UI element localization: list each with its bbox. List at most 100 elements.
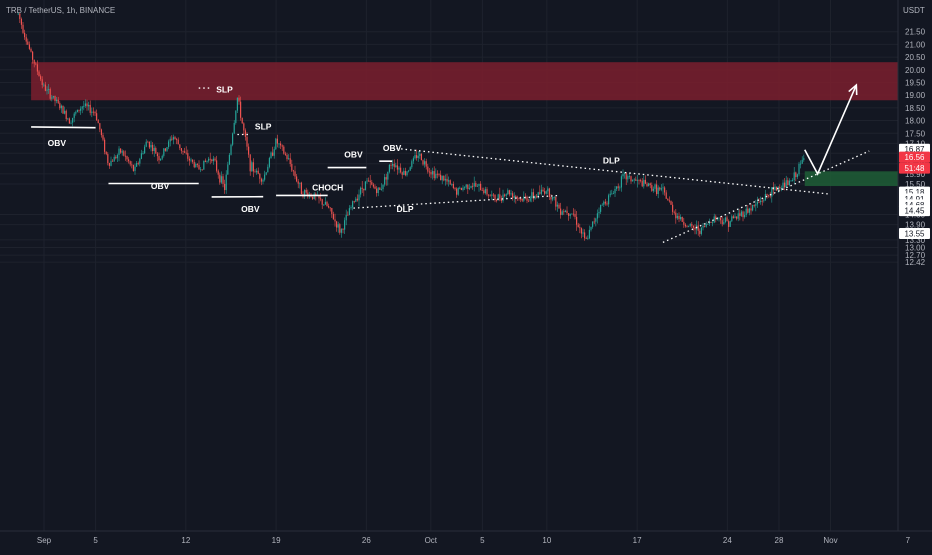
candle-up xyxy=(688,226,689,227)
candle-down xyxy=(450,180,451,184)
candle-up xyxy=(410,167,411,170)
time-tick-label: 17 xyxy=(633,536,642,545)
candle-down xyxy=(293,170,294,171)
candle-up xyxy=(632,180,633,181)
candle-up xyxy=(288,158,289,159)
candle-down xyxy=(210,159,211,160)
candle-up xyxy=(621,176,622,187)
candle-up xyxy=(395,165,396,167)
candle-up xyxy=(432,171,433,174)
candle-down xyxy=(198,165,199,170)
candle-up xyxy=(643,180,644,186)
candle-up xyxy=(195,164,196,167)
candle-down xyxy=(517,197,518,198)
candle-up xyxy=(269,158,270,167)
candle-up xyxy=(323,205,324,206)
candle-down xyxy=(605,202,606,204)
candle-up xyxy=(77,110,78,112)
time-tick-label: Sep xyxy=(37,536,52,545)
candle-up xyxy=(706,224,707,227)
candle-up xyxy=(382,185,383,190)
candle-down xyxy=(291,164,292,170)
candle-down xyxy=(194,162,195,167)
candle-up xyxy=(485,189,486,193)
time-axis-panel[interactable] xyxy=(0,531,932,550)
candle-down xyxy=(30,49,31,52)
candle-up xyxy=(237,98,238,111)
candle-up xyxy=(72,118,73,123)
candle-up xyxy=(142,153,143,154)
candle-down xyxy=(222,176,223,184)
candle-down xyxy=(650,183,651,185)
candle-up xyxy=(418,156,419,158)
time-tick-label: Oct xyxy=(425,536,438,545)
candle-down xyxy=(480,184,481,190)
candle-up xyxy=(571,214,572,215)
candle-down xyxy=(238,98,239,102)
candle-down xyxy=(461,188,462,190)
candle-down xyxy=(421,154,422,160)
candle-down xyxy=(770,196,771,197)
candle-up xyxy=(389,165,390,172)
candle-down xyxy=(181,148,182,151)
candle-up xyxy=(227,164,228,174)
price-tick-label: 20.50 xyxy=(905,53,926,62)
candle-up xyxy=(134,167,135,171)
candle-down xyxy=(440,175,441,180)
candle-down xyxy=(560,209,561,215)
candle-up xyxy=(408,171,409,172)
candle-down xyxy=(286,155,287,159)
candle-up xyxy=(552,197,553,199)
candle-down xyxy=(520,199,521,200)
candle-down xyxy=(22,25,23,33)
annotation-obv: OBV xyxy=(48,138,67,148)
candle-up xyxy=(435,174,436,178)
candle-down xyxy=(670,201,671,205)
candle-down xyxy=(182,151,183,152)
candle-down xyxy=(642,181,643,186)
candle-up xyxy=(53,96,54,97)
candle-up xyxy=(582,232,583,233)
candle-up xyxy=(597,213,598,218)
candle-down xyxy=(336,221,337,227)
candle-down xyxy=(578,225,579,228)
candle-down xyxy=(368,181,369,182)
candle-up xyxy=(349,208,350,215)
candle-up xyxy=(384,177,385,184)
candle-down xyxy=(99,123,100,129)
candle-up xyxy=(622,174,623,176)
candle-up xyxy=(136,163,137,167)
candle-up xyxy=(51,97,52,98)
candle-up xyxy=(251,162,252,171)
candle-down xyxy=(374,187,375,189)
candle-down xyxy=(93,112,94,113)
candle-down xyxy=(581,228,582,233)
candle-up xyxy=(734,216,735,218)
candle-up xyxy=(262,180,263,182)
candle-down xyxy=(710,222,711,223)
candle-down xyxy=(528,201,529,202)
candle-up xyxy=(75,112,76,113)
candle-down xyxy=(326,202,327,206)
time-tick-label: 12 xyxy=(181,536,190,545)
candle-down xyxy=(475,183,476,186)
candle-up xyxy=(413,158,414,161)
symbol-title: TRB / TetherUS, 1h, BINANCE xyxy=(6,6,115,15)
candle-up xyxy=(613,193,614,194)
candle-up xyxy=(798,164,799,175)
candle-up xyxy=(398,168,399,170)
candle-up xyxy=(338,224,339,227)
candle-up xyxy=(619,187,620,188)
candle-down xyxy=(35,64,36,65)
candle-down xyxy=(686,226,687,227)
candle-down xyxy=(467,185,468,189)
candle-down xyxy=(211,160,212,161)
candle-down xyxy=(40,76,41,79)
candle-up xyxy=(163,148,164,155)
candle-down xyxy=(38,72,39,77)
candle-up xyxy=(587,238,588,239)
candle-down xyxy=(320,198,321,199)
candle-up xyxy=(629,176,630,177)
